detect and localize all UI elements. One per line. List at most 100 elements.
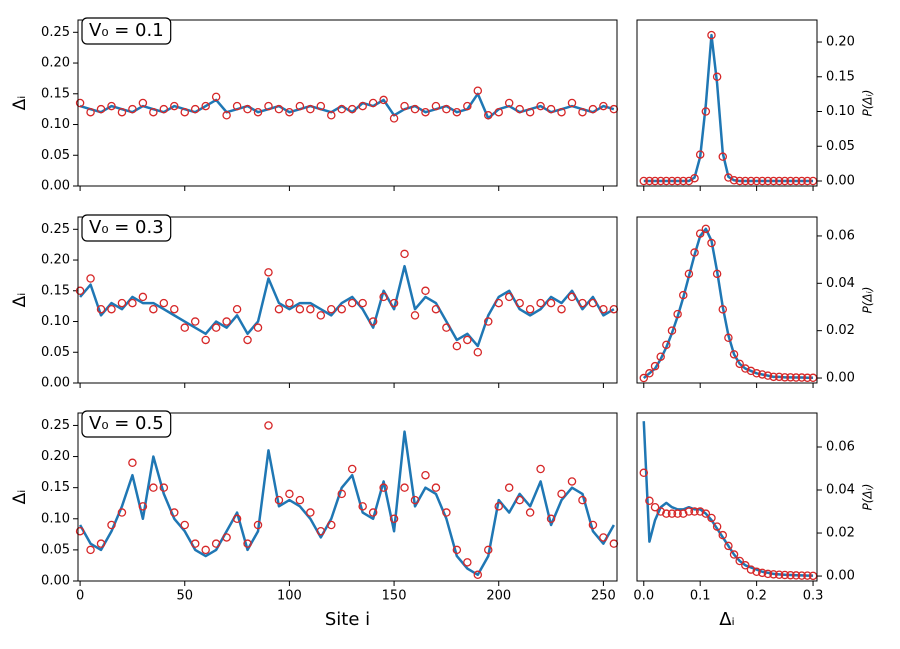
- data-point: [797, 373, 807, 382]
- data-point: [201, 101, 210, 111]
- data-point: [724, 333, 733, 343]
- data-point: [211, 539, 221, 548]
- data-point: [222, 533, 231, 542]
- data-point: [243, 539, 252, 548]
- y-tick-label: 0.15: [826, 69, 855, 84]
- data-point: [701, 509, 711, 518]
- data-point: [774, 176, 784, 186]
- data-point: [138, 292, 148, 302]
- data-point: [264, 101, 273, 111]
- y-axis-label: P(Δᵢ): [861, 287, 875, 314]
- x-tick-label: 0.1: [690, 589, 711, 604]
- data-point: [400, 249, 409, 259]
- data-point: [149, 483, 158, 492]
- y-tick-label: 0.20: [41, 56, 70, 71]
- data-point: [484, 545, 493, 555]
- data-point: [656, 507, 665, 516]
- data-point: [306, 304, 315, 314]
- data-point: [536, 464, 545, 474]
- data-point: [306, 508, 315, 517]
- y-tick-label: 0.05: [41, 542, 70, 557]
- data-point: [232, 101, 242, 111]
- data-point: [107, 101, 116, 111]
- data-point: [170, 101, 179, 111]
- y-tick-label: 0.25: [41, 418, 70, 433]
- data-point: [769, 570, 778, 579]
- y-axis-label: Δᵢ: [10, 293, 30, 308]
- data-point: [337, 104, 346, 114]
- data-point: [358, 298, 367, 308]
- y-tick-label: 0.06: [826, 228, 855, 243]
- data-point: [274, 495, 284, 505]
- x-axis-label: Δᵢ: [719, 609, 735, 630]
- data-point: [75, 526, 85, 536]
- data-point: [86, 545, 95, 555]
- data-point: [431, 304, 441, 314]
- annotation-box: [81, 410, 172, 438]
- data-point: [285, 298, 294, 308]
- data-point: [264, 421, 273, 430]
- data-point: [662, 340, 671, 350]
- data-point: [707, 238, 716, 248]
- data-point: [803, 571, 812, 580]
- data-point: [368, 317, 378, 326]
- data-point: [201, 335, 210, 345]
- data-point: [758, 370, 767, 379]
- data-point: [735, 359, 744, 369]
- y-tick-label: 0.02: [826, 526, 855, 541]
- data-line: [78, 430, 615, 577]
- data-point: [274, 304, 284, 314]
- data-point: [149, 107, 158, 117]
- data-point: [567, 98, 577, 108]
- data-point: [791, 373, 801, 382]
- data-point: [159, 483, 169, 492]
- data-point: [128, 298, 137, 308]
- data-point: [774, 372, 784, 382]
- data-point: [707, 30, 716, 40]
- data-point: [368, 98, 378, 108]
- annotation: V₀ = 0.1: [89, 20, 164, 41]
- data-point: [645, 369, 654, 378]
- data-line: [642, 421, 814, 577]
- data-point: [452, 545, 462, 555]
- data-point: [656, 176, 665, 186]
- data-point: [729, 550, 739, 559]
- x-tick-label: 0.3: [803, 589, 824, 604]
- data-point: [504, 98, 514, 108]
- data-point: [588, 298, 598, 308]
- data-point: [452, 107, 462, 117]
- data-point: [758, 176, 767, 186]
- data-point: [536, 101, 545, 111]
- data-point: [473, 348, 483, 357]
- data-point: [735, 556, 744, 566]
- data-point: [316, 101, 326, 111]
- data-point: [96, 304, 106, 314]
- data-point: [729, 350, 739, 359]
- y-tick-label: 0.10: [41, 511, 70, 526]
- axes-frame: [636, 412, 818, 582]
- data-point: [758, 568, 767, 578]
- data-point: [650, 361, 660, 371]
- y-tick-label: 0.05: [826, 139, 855, 154]
- data-point: [295, 304, 305, 314]
- y-axis-label: Δᵢ: [10, 96, 30, 111]
- data-point: [695, 507, 705, 516]
- data-line: [643, 33, 814, 183]
- data-point: [662, 509, 671, 518]
- data-point: [567, 292, 577, 302]
- data-point: [138, 98, 148, 108]
- data-line: [79, 264, 615, 348]
- data-point: [746, 176, 756, 186]
- data-point: [752, 369, 761, 378]
- data-point: [667, 326, 677, 335]
- data-point: [679, 176, 688, 186]
- x-tick-label: 250: [591, 589, 616, 604]
- data-point: [295, 495, 305, 505]
- data-point: [774, 570, 784, 580]
- data-point: [463, 101, 472, 111]
- data-point: [786, 176, 795, 186]
- data-point: [667, 176, 677, 186]
- data-point: [673, 509, 682, 518]
- data-point: [525, 508, 535, 517]
- annotation-box: [81, 17, 172, 45]
